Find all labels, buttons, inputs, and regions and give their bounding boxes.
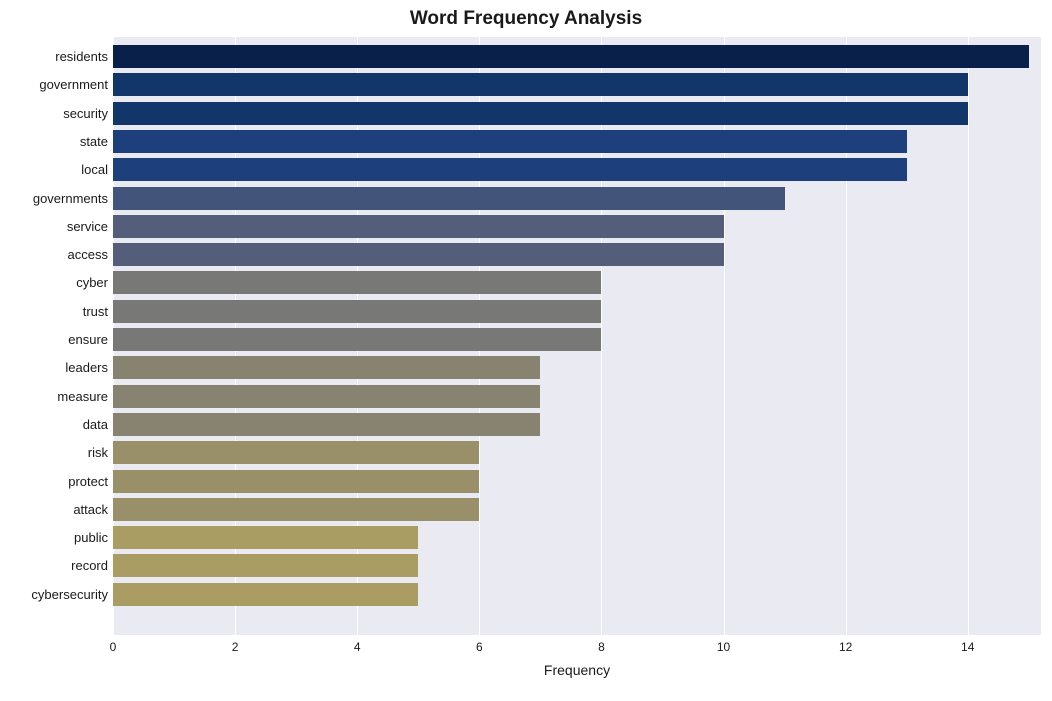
bar: [113, 554, 418, 577]
y-label: leaders: [3, 361, 108, 374]
x-tick-label: 2: [232, 640, 239, 654]
y-label: measure: [3, 390, 108, 403]
bar-row: [113, 45, 1029, 68]
bar: [113, 526, 418, 549]
bar-row: [113, 385, 540, 408]
grid-line: [724, 37, 725, 635]
bar-row: [113, 158, 907, 181]
bar: [113, 45, 1029, 68]
y-label: local: [3, 163, 108, 176]
y-label: security: [3, 107, 108, 120]
bar-row: [113, 583, 418, 606]
bar-row: [113, 215, 724, 238]
bar-row: [113, 187, 785, 210]
bar: [113, 583, 418, 606]
bar-row: [113, 356, 540, 379]
x-tick-label: 8: [598, 640, 605, 654]
x-tick-label: 14: [961, 640, 974, 654]
grid-line: [968, 37, 969, 635]
y-label: risk: [3, 446, 108, 459]
y-label: record: [3, 559, 108, 572]
x-tick-label: 6: [476, 640, 483, 654]
bar-row: [113, 441, 479, 464]
y-label: cybersecurity: [3, 588, 108, 601]
y-label: state: [3, 135, 108, 148]
bar-row: [113, 498, 479, 521]
bar: [113, 328, 601, 351]
bar-row: [113, 243, 724, 266]
bar: [113, 158, 907, 181]
x-tick-label: 10: [717, 640, 730, 654]
bar-row: [113, 271, 601, 294]
bar: [113, 385, 540, 408]
y-label: data: [3, 418, 108, 431]
bar: [113, 441, 479, 464]
plot-area: [113, 37, 1041, 635]
x-tick-label: 4: [354, 640, 361, 654]
bar-row: [113, 102, 968, 125]
x-axis-label: Frequency: [113, 662, 1041, 678]
bar: [113, 243, 724, 266]
bar-row: [113, 130, 907, 153]
y-label: public: [3, 531, 108, 544]
y-label: governments: [3, 192, 108, 205]
bar-row: [113, 554, 418, 577]
y-label: ensure: [3, 333, 108, 346]
bar-row: [113, 413, 540, 436]
y-label: service: [3, 220, 108, 233]
bar-row: [113, 328, 601, 351]
y-label: access: [3, 248, 108, 261]
chart-container: Word Frequency Analysis Frequency 0 2 4 6 8 1…: [0, 0, 1052, 701]
bar: [113, 73, 968, 96]
bar: [113, 498, 479, 521]
bar: [113, 271, 601, 294]
y-label: cyber: [3, 276, 108, 289]
y-label: government: [3, 78, 108, 91]
bar-row: [113, 470, 479, 493]
bar: [113, 356, 540, 379]
chart-title: Word Frequency Analysis: [0, 8, 1052, 30]
x-tick-label: 12: [839, 640, 852, 654]
grid-line: [601, 37, 602, 635]
bar: [113, 187, 785, 210]
bar-row: [113, 526, 418, 549]
bar: [113, 130, 907, 153]
bar-row: [113, 73, 968, 96]
bar: [113, 300, 601, 323]
bar: [113, 470, 479, 493]
bar-row: [113, 300, 601, 323]
x-tick-label: 0: [110, 640, 117, 654]
y-label: attack: [3, 503, 108, 516]
y-label: protect: [3, 475, 108, 488]
y-label: trust: [3, 305, 108, 318]
y-label: residents: [3, 50, 108, 63]
bar: [113, 413, 540, 436]
bar: [113, 215, 724, 238]
bar: [113, 102, 968, 125]
grid-line: [846, 37, 847, 635]
